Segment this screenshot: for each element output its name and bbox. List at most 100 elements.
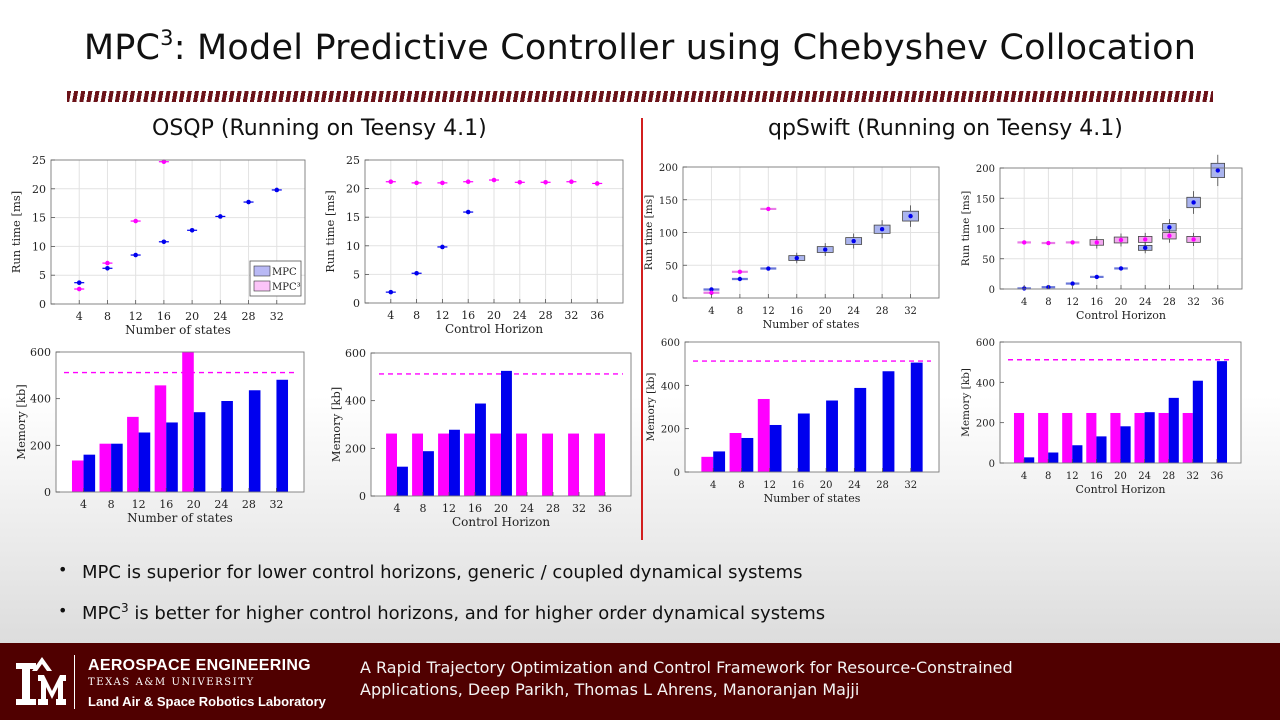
x-tick-label: 32 bbox=[270, 310, 284, 323]
qpswift-runtime-vs-horizon-chart: 0 50 100 150 200 4 8 12 16 20 24 28 32 36 Control Hori… bbox=[960, 154, 1243, 322]
y-tick-label: 200 bbox=[30, 439, 51, 452]
point-mpc bbox=[246, 199, 251, 205]
point-mpc bbox=[1143, 245, 1148, 251]
osqp-memory-vs-horizon-chart: 0 200 400 600 4 8 12 16 20 24 28 32 36 Control Horizo… bbox=[329, 347, 632, 529]
point-mpc bbox=[879, 227, 885, 232]
x-tick-label: 16 bbox=[1090, 297, 1103, 308]
osqp-runtime-vs-states-chart: 0 5 10 15 20 25 4 8 12 16 20 24 28 32 Number of states… bbox=[9, 154, 306, 337]
bar-mpc bbox=[713, 451, 726, 472]
point-mpc3 bbox=[465, 179, 471, 185]
point-mpc3 bbox=[517, 180, 523, 185]
x-tick-label: 20 bbox=[1115, 297, 1128, 308]
point-mpc bbox=[851, 238, 856, 244]
x-tick-label: 8 bbox=[1045, 297, 1051, 308]
point-mpc bbox=[105, 265, 110, 271]
tamu-logo-icon bbox=[16, 657, 66, 705]
x-tick-label: 16 bbox=[1090, 471, 1103, 482]
bullet-text: MPC3 is better for higher control horizo… bbox=[82, 601, 826, 624]
y-tick-label: 0 bbox=[359, 490, 366, 503]
x-tick-label: 16 bbox=[792, 480, 805, 491]
bar-mpc3 bbox=[386, 433, 397, 496]
x-tick-label: 8 bbox=[104, 310, 111, 323]
y-tick-label: 0 bbox=[44, 486, 51, 499]
y-tick-label: 600 bbox=[661, 338, 680, 349]
point-mpc3 bbox=[491, 177, 497, 183]
point-mpc3 bbox=[1167, 233, 1172, 238]
point-mpc bbox=[465, 209, 471, 215]
y-axis-label: Memory [kb] bbox=[960, 368, 972, 437]
point-mpc3 bbox=[161, 159, 167, 165]
point-mpc3 bbox=[76, 286, 82, 292]
bar-mpc3 bbox=[99, 443, 112, 492]
x-tick-label: 12 bbox=[1066, 297, 1079, 308]
x-tick-label: 32 bbox=[1187, 297, 1200, 308]
y-tick-label: 200 bbox=[661, 425, 680, 436]
bullet-dot: • bbox=[58, 601, 68, 620]
bar-mpc bbox=[741, 437, 754, 472]
bar-mpc3 bbox=[701, 456, 714, 472]
bullet-item: • MPC3 is better for higher control horiz… bbox=[58, 601, 825, 624]
bullet-list: • MPC is superior for lower control horiz… bbox=[58, 560, 825, 642]
x-tick-label: 24 bbox=[847, 306, 860, 317]
x-tick-label: 4 bbox=[1021, 471, 1027, 482]
y-tick-label: 200 bbox=[976, 419, 995, 430]
y-tick-label: 100 bbox=[659, 229, 678, 240]
bar-mpc bbox=[1096, 436, 1107, 463]
bar-mpc bbox=[1192, 380, 1203, 463]
x-tick-label: 12 bbox=[762, 306, 775, 317]
x-tick-label: 8 bbox=[108, 498, 115, 511]
point-mpc3 bbox=[594, 181, 600, 186]
x-tick-label: 20 bbox=[819, 306, 832, 317]
x-tick-label: 32 bbox=[572, 502, 586, 515]
legend-label-mpc3: MPC³ bbox=[272, 282, 301, 293]
bar-mpc3 bbox=[438, 433, 449, 496]
point-mpc bbox=[161, 239, 167, 245]
point-mpc bbox=[218, 214, 223, 219]
y-tick-label: 400 bbox=[661, 381, 680, 392]
bar-mpc bbox=[475, 403, 486, 496]
bar-mpc3 bbox=[1134, 412, 1145, 463]
x-tick-label: 24 bbox=[1138, 471, 1151, 482]
point-mpc bbox=[414, 270, 419, 276]
x-tick-label: 4 bbox=[394, 502, 401, 515]
axes-frame bbox=[55, 351, 305, 493]
y-axis-label: Run time [ms] bbox=[9, 191, 23, 274]
bar-mpc bbox=[111, 443, 123, 492]
point-mpc bbox=[823, 247, 828, 252]
x-axis-label: Control Horizon bbox=[452, 515, 550, 529]
x-tick-label: 12 bbox=[763, 480, 776, 491]
x-tick-label: 36 bbox=[598, 502, 612, 515]
axes-frame bbox=[684, 341, 940, 473]
x-tick-label: 32 bbox=[1186, 471, 1199, 482]
department-name: AEROSPACE ENGINEERING bbox=[88, 657, 311, 674]
point-mpc3 bbox=[1191, 237, 1196, 242]
section-divider bbox=[641, 118, 643, 540]
y-tick-label: 25 bbox=[346, 154, 360, 167]
y-axis-label: Run time [ms] bbox=[643, 195, 655, 270]
bar-mpc bbox=[769, 424, 782, 472]
point-mpc3 bbox=[414, 180, 419, 186]
x-tick-label: 32 bbox=[904, 480, 917, 491]
point-mpc3 bbox=[737, 269, 743, 274]
point-mpc3 bbox=[133, 218, 138, 224]
y-tick-label: 400 bbox=[345, 395, 366, 408]
x-tick-label: 36 bbox=[590, 309, 604, 322]
x-tick-label: 28 bbox=[876, 480, 889, 491]
bar-mpc3 bbox=[1062, 412, 1073, 463]
y-tick-label: 600 bbox=[30, 346, 51, 359]
lab-name: Land Air & Space Robotics Laboratory bbox=[88, 694, 326, 709]
point-mpc bbox=[1167, 225, 1172, 230]
bar-mpc3 bbox=[757, 398, 770, 472]
chart-legend: MPC MPC³ bbox=[249, 260, 302, 297]
point-mpc bbox=[1094, 274, 1099, 280]
bullet-item: • MPC is superior for lower control horiz… bbox=[58, 560, 825, 583]
x-tick-label: 32 bbox=[564, 309, 578, 322]
x-tick-label: 24 bbox=[513, 309, 527, 322]
bar-mpc bbox=[854, 387, 867, 472]
x-tick-label: 16 bbox=[468, 502, 482, 515]
point-mpc3 bbox=[1143, 237, 1148, 242]
bar-mpc bbox=[826, 400, 838, 472]
bar-mpc bbox=[138, 432, 151, 492]
point-mpc3 bbox=[569, 179, 574, 185]
point-mpc bbox=[766, 266, 771, 271]
